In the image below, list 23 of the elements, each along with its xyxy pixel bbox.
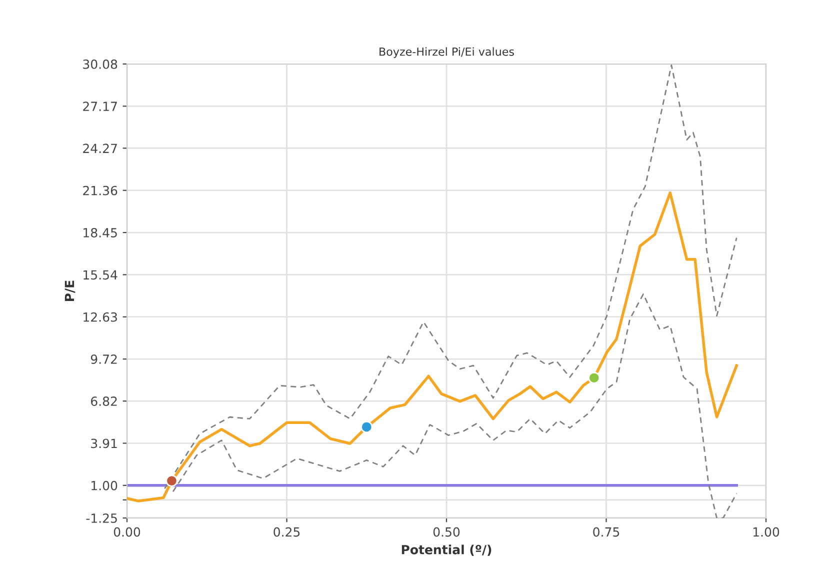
y-tick-label: 27.17 xyxy=(83,102,117,111)
x-tick-label: 0.25 xyxy=(274,527,300,537)
chart-title: Boyze-Hirzel Pi/Ei values xyxy=(380,47,514,58)
line-series xyxy=(172,293,738,518)
y-tick-label: 21.36 xyxy=(83,186,118,196)
y-tick-label: 18.45 xyxy=(84,228,117,238)
y-tick-label: 24.27 xyxy=(83,144,117,153)
y-tick-label: -1.25 xyxy=(86,513,117,523)
line-series xyxy=(164,64,738,490)
x-tick-label: 0.50 xyxy=(433,527,460,537)
y-axis-title: P/E xyxy=(64,280,76,301)
x-axis-title: Potential (º/) xyxy=(402,544,492,556)
x-tick-label: 0.00 xyxy=(114,527,140,537)
x-tick-label: 0.75 xyxy=(593,527,620,537)
x-tick-label: 1.00 xyxy=(753,527,780,537)
y-tick-label: 12.63 xyxy=(84,312,117,322)
y-tick-label: 9.72 xyxy=(90,354,117,364)
line-series xyxy=(127,191,738,502)
y-tick-label: 6.82 xyxy=(91,396,117,406)
y-tick-label: 1.00 xyxy=(92,480,118,490)
y-tick-label: 15.54 xyxy=(84,270,118,280)
y-tick-label: 30.08 xyxy=(83,59,118,69)
y-tick-label: 3.91 xyxy=(91,438,117,448)
